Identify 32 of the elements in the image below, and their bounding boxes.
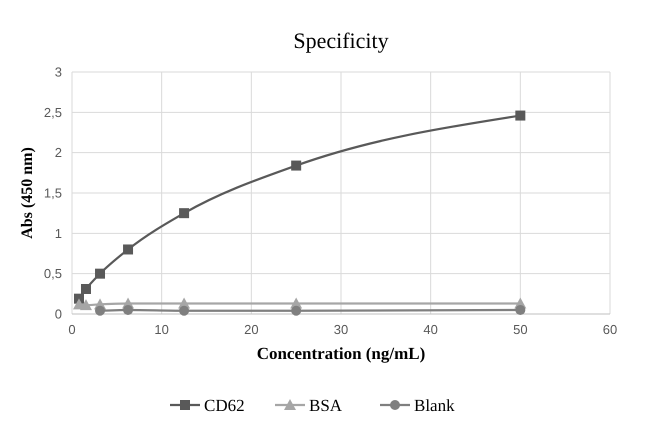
point (179, 306, 190, 316)
x-tick-label: 30 (334, 322, 348, 337)
legend-label: BSA (309, 396, 343, 415)
x-tick-label: 0 (68, 322, 76, 337)
x-axis-title: Concentration (ng/mL) (256, 344, 426, 363)
point (95, 306, 106, 316)
x-tick-label: 10 (154, 322, 169, 337)
point (123, 304, 134, 315)
y-tick-label: 0,5 (44, 266, 62, 282)
x-tick-label: 60 (602, 322, 618, 337)
point (80, 284, 91, 294)
y-tick-label: 3 (54, 64, 62, 80)
point (80, 299, 92, 310)
y-tick-label: 1,5 (44, 186, 62, 201)
y-tick-label: 1 (54, 226, 62, 241)
x-tick-label: 20 (244, 322, 259, 337)
point (179, 208, 190, 218)
point (515, 110, 526, 121)
point (291, 160, 302, 171)
point (123, 244, 134, 254)
legend-label: Blank (414, 396, 456, 415)
y-tick-label: 2 (54, 145, 62, 160)
y-axis-title: Abs (450 nm) (19, 147, 36, 239)
chart-title: Specificity (293, 28, 389, 53)
x-tick-label: 50 (513, 322, 528, 337)
x-tick-label: 40 (423, 322, 438, 337)
point (95, 268, 106, 279)
point (291, 306, 302, 316)
point (515, 304, 526, 315)
y-tick-label: 2,5 (44, 104, 62, 120)
legend-label: CD62 (204, 396, 245, 415)
y-tick-label: 0 (54, 306, 62, 322)
